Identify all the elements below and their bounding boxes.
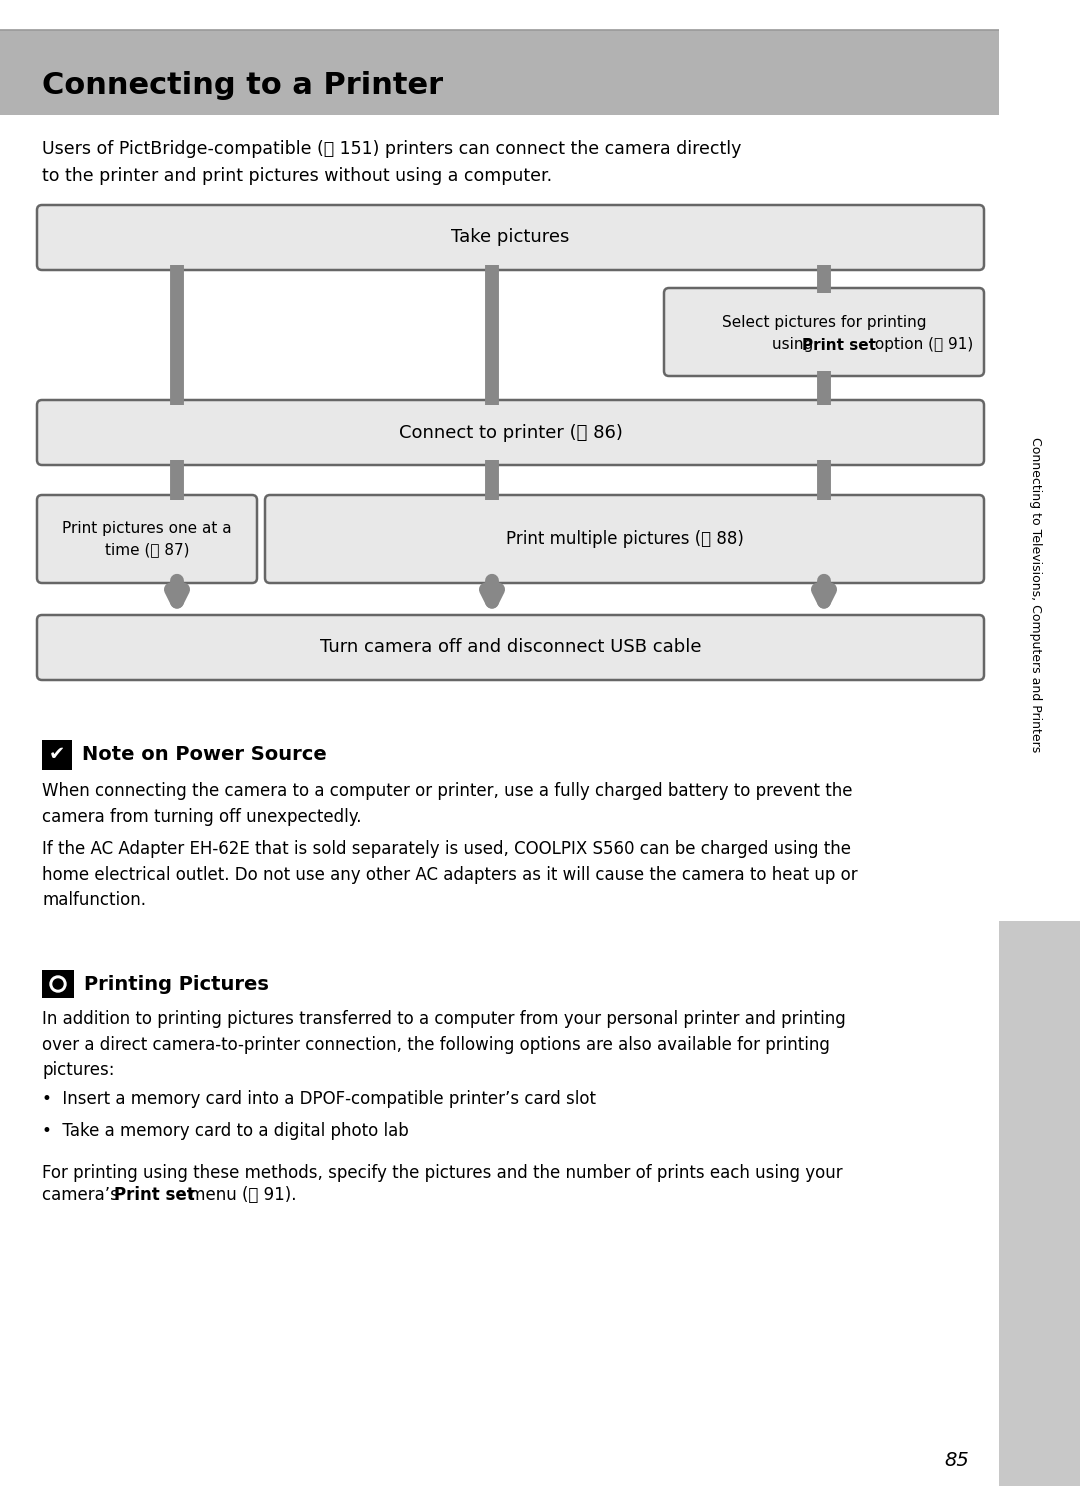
Text: •  Take a memory card to a digital photo lab: • Take a memory card to a digital photo … [42,1122,408,1140]
Text: Take pictures: Take pictures [451,229,569,247]
Text: ✔: ✔ [49,746,65,764]
Text: Connecting to Televisions, Computers and Printers: Connecting to Televisions, Computers and… [1029,437,1042,752]
Text: Connect to printer (⒤ 86): Connect to printer (⒤ 86) [399,424,622,441]
Circle shape [53,979,63,990]
Text: Print pictures one at a
time (⒤ 87): Print pictures one at a time (⒤ 87) [63,522,232,557]
Text: Connecting to a Printer: Connecting to a Printer [42,70,443,100]
FancyBboxPatch shape [37,615,984,681]
Text: Note on Power Source: Note on Power Source [82,746,327,764]
Circle shape [50,976,66,993]
Text: Print multiple pictures (⒤ 88): Print multiple pictures (⒤ 88) [505,531,743,548]
FancyBboxPatch shape [664,288,984,376]
Text: If the AC Adapter EH-62E that is sold separately is used, COOLPIX S560 can be ch: If the AC Adapter EH-62E that is sold se… [42,840,858,909]
Text: using: using [772,337,819,352]
Text: Print set: Print set [802,337,876,352]
Bar [42,970,75,999]
Text: camera’s: camera’s [42,1186,124,1204]
Bar [0,30,999,114]
FancyBboxPatch shape [37,400,984,465]
Text: For printing using these methods, specify the pictures and the number of prints : For printing using these methods, specif… [42,1164,842,1181]
Text: option (⒤ 91): option (⒤ 91) [870,337,973,352]
Text: Printing Pictures: Printing Pictures [84,975,269,994]
FancyBboxPatch shape [999,921,1080,1486]
Text: Print set: Print set [114,1186,194,1204]
FancyBboxPatch shape [265,495,984,583]
Text: When connecting the camera to a computer or printer, use a fully charged battery: When connecting the camera to a computer… [42,782,852,826]
Text: menu (⒤ 91).: menu (⒤ 91). [184,1186,297,1204]
Text: In addition to printing pictures transferred to a computer from your personal pr: In addition to printing pictures transfe… [42,1010,846,1079]
Bar [42,740,72,770]
Text: Select pictures for printing: Select pictures for printing [721,315,927,330]
FancyBboxPatch shape [37,495,257,583]
FancyBboxPatch shape [37,205,984,270]
Text: Turn camera off and disconnect USB cable: Turn camera off and disconnect USB cable [320,639,701,657]
Text: Users of PictBridge-compatible (⒤ 151) printers can connect the camera directly
: Users of PictBridge-compatible (⒤ 151) p… [42,140,741,186]
Text: •  Insert a memory card into a DPOF-compatible printer’s card slot: • Insert a memory card into a DPOF-compa… [42,1091,596,1109]
Text: 85: 85 [944,1450,969,1470]
